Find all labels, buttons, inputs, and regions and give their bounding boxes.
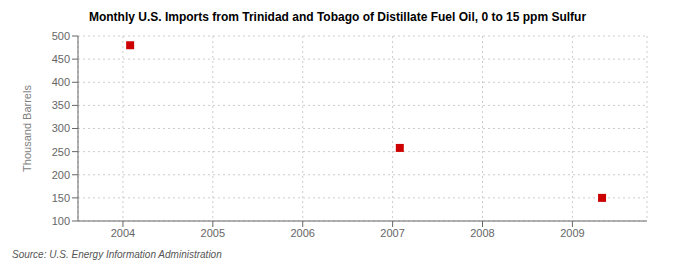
svg-text:2009: 2009 xyxy=(560,227,584,239)
svg-text:2006: 2006 xyxy=(290,227,314,239)
svg-text:2004: 2004 xyxy=(111,227,135,239)
svg-text:450: 450 xyxy=(52,53,70,65)
svg-text:200: 200 xyxy=(52,169,70,181)
svg-text:400: 400 xyxy=(52,76,70,88)
svg-text:300: 300 xyxy=(52,122,70,134)
svg-text:Thousand Barrels: Thousand Barrels xyxy=(21,85,33,172)
svg-text:2005: 2005 xyxy=(201,227,225,239)
svg-text:250: 250 xyxy=(52,146,70,158)
svg-text:2008: 2008 xyxy=(470,227,494,239)
svg-text:100: 100 xyxy=(52,215,70,227)
svg-text:350: 350 xyxy=(52,99,70,111)
svg-text:500: 500 xyxy=(52,30,70,42)
svg-text:150: 150 xyxy=(52,192,70,204)
svg-text:2007: 2007 xyxy=(380,227,404,239)
html-text:Source: U.S. Energy Informatio: Source: U.S. Energy Information Administ… xyxy=(12,249,222,260)
html-text:Monthly U.S. Imports from Trin: Monthly U.S. Imports from Trinidad and T… xyxy=(88,10,587,24)
